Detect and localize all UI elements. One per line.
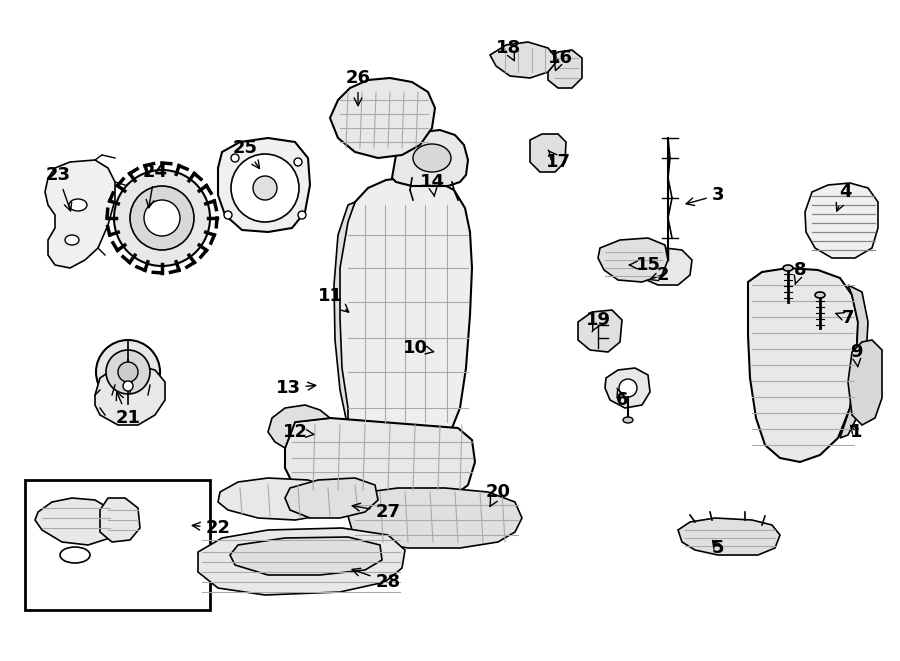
Polygon shape	[578, 310, 622, 352]
Text: 5: 5	[712, 539, 724, 557]
Text: 20: 20	[485, 483, 510, 506]
Text: 1: 1	[850, 423, 862, 441]
Text: 17: 17	[545, 150, 571, 171]
Text: 8: 8	[794, 261, 806, 284]
Polygon shape	[490, 42, 558, 78]
Circle shape	[619, 379, 637, 397]
Polygon shape	[35, 498, 118, 545]
Text: 2: 2	[650, 266, 670, 284]
Text: 26: 26	[346, 69, 371, 106]
Ellipse shape	[623, 417, 633, 423]
Polygon shape	[334, 202, 355, 428]
Polygon shape	[218, 138, 310, 232]
Polygon shape	[330, 78, 435, 158]
Polygon shape	[598, 238, 668, 282]
Circle shape	[224, 211, 232, 219]
Text: 15: 15	[629, 256, 661, 274]
Text: 24: 24	[142, 163, 167, 208]
Text: 12: 12	[283, 423, 314, 441]
Polygon shape	[605, 368, 650, 408]
Polygon shape	[748, 268, 858, 462]
Circle shape	[298, 211, 306, 219]
Bar	[25, 480, 210, 610]
Polygon shape	[848, 340, 882, 425]
Text: 3: 3	[686, 186, 724, 206]
Polygon shape	[338, 177, 472, 436]
Text: 10: 10	[402, 339, 434, 357]
Text: 11: 11	[318, 287, 348, 312]
Circle shape	[253, 176, 277, 200]
Circle shape	[114, 170, 210, 266]
Text: 23: 23	[46, 166, 72, 211]
Ellipse shape	[65, 235, 79, 245]
Circle shape	[123, 381, 133, 391]
Ellipse shape	[413, 144, 451, 172]
Polygon shape	[392, 130, 468, 186]
Polygon shape	[548, 50, 582, 88]
Polygon shape	[840, 285, 868, 438]
Text: 28: 28	[352, 568, 400, 591]
Text: 14: 14	[419, 173, 445, 196]
Circle shape	[118, 362, 138, 382]
Polygon shape	[198, 528, 405, 595]
Polygon shape	[95, 365, 165, 425]
Polygon shape	[100, 498, 140, 542]
Circle shape	[231, 154, 299, 222]
Polygon shape	[805, 183, 878, 258]
Text: 25: 25	[232, 139, 259, 169]
Polygon shape	[45, 160, 115, 268]
Text: 18: 18	[495, 39, 520, 61]
Text: 7: 7	[836, 309, 854, 327]
Ellipse shape	[783, 265, 793, 271]
Text: 21: 21	[115, 392, 140, 427]
Circle shape	[231, 154, 239, 162]
Circle shape	[294, 158, 302, 166]
Circle shape	[106, 350, 150, 394]
Circle shape	[96, 340, 160, 404]
Polygon shape	[230, 537, 382, 575]
Polygon shape	[285, 418, 475, 495]
Circle shape	[130, 186, 194, 250]
Ellipse shape	[815, 292, 825, 298]
Polygon shape	[218, 478, 338, 520]
Text: 19: 19	[586, 311, 610, 332]
Polygon shape	[678, 518, 780, 555]
Ellipse shape	[69, 199, 87, 211]
Polygon shape	[348, 488, 522, 548]
Polygon shape	[530, 134, 566, 172]
Text: 6: 6	[616, 388, 628, 409]
Polygon shape	[634, 248, 692, 285]
Text: 16: 16	[547, 49, 572, 71]
Circle shape	[144, 200, 180, 236]
Text: 9: 9	[850, 343, 862, 367]
Text: 27: 27	[352, 503, 400, 521]
Ellipse shape	[60, 547, 90, 563]
Text: 4: 4	[836, 183, 851, 211]
Polygon shape	[268, 405, 330, 448]
Text: 22: 22	[193, 519, 230, 537]
Polygon shape	[285, 478, 378, 518]
Text: 13: 13	[275, 379, 316, 397]
